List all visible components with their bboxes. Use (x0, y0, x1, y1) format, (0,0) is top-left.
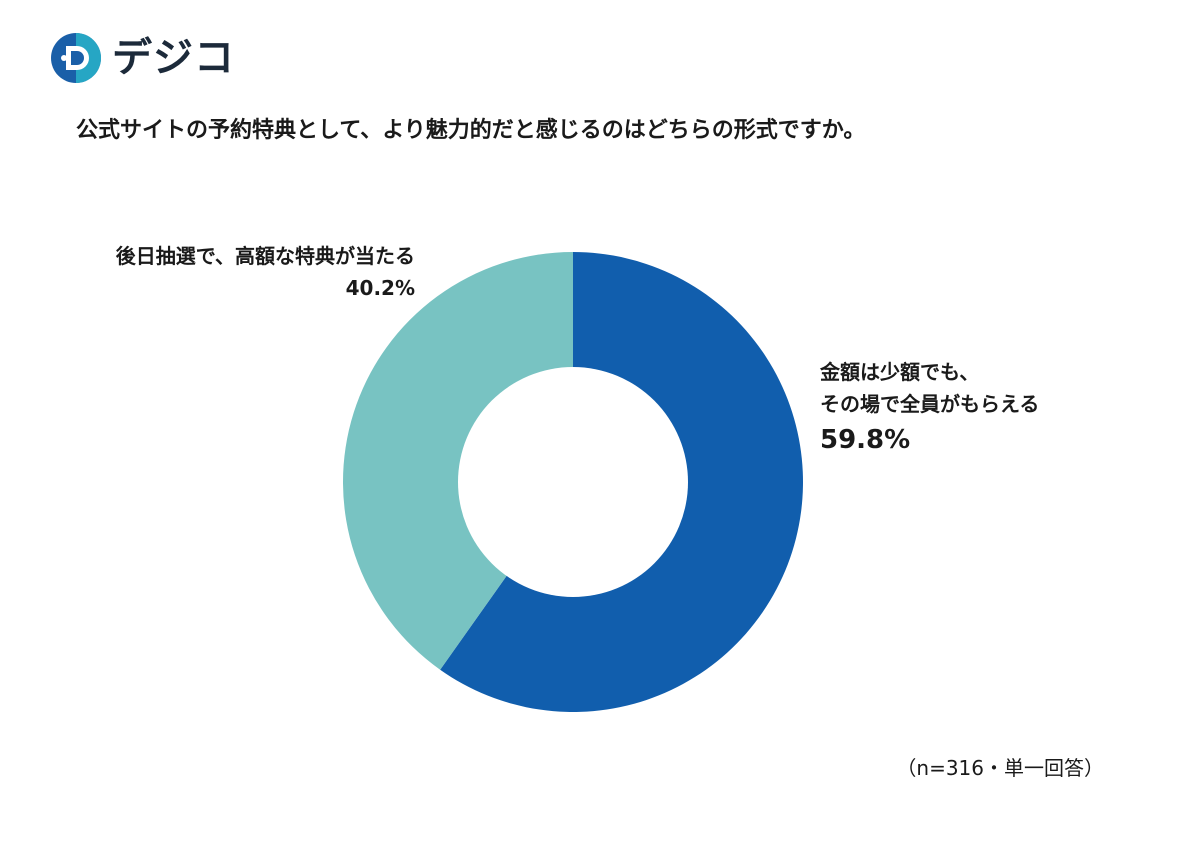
digico-logo-icon (50, 32, 102, 84)
brand-logo: デジコ (50, 32, 235, 84)
sample-size-note: （n=316・単一回答） (896, 756, 1104, 780)
logo-text: デジコ (112, 35, 235, 81)
slice-label-instant: 金額は少額でも、 その場で全員がもらえる 59.8% (820, 356, 1039, 460)
donut-hole (458, 367, 688, 597)
slice-label-text: その場で全員がもらえる (820, 392, 1040, 416)
slice-label-lottery: 後日抽選で、高額な特典が当たる 40.2% (116, 240, 415, 304)
donut-slice-1 (342, 252, 573, 670)
survey-question: 公式サイトの予約特典として、より魅力的だと感じるのはどちらの形式ですか。 (76, 118, 866, 143)
slice-value-label: 59.8% (820, 425, 911, 455)
slice-value-label: 40.2% (345, 276, 415, 300)
slice-label-text: 後日抽選で、高額な特典が当たる (115, 244, 415, 268)
slice-label-text: 金額は少額でも、 (820, 360, 980, 384)
